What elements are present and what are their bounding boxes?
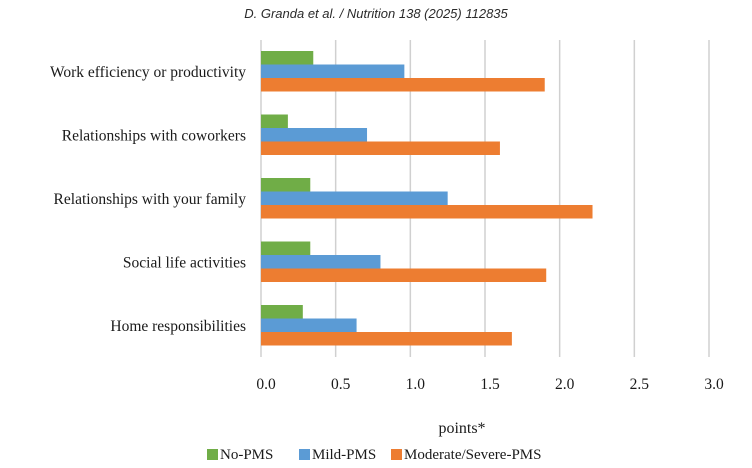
legend-label-mild-pms: Mild-PMS <box>312 447 376 463</box>
category-label-home-responsibilities: Home responsibilities <box>110 318 246 335</box>
x-tick-label-0-0: 0.0 <box>256 376 276 393</box>
legend-label-no-pms: No-PMS <box>220 447 273 463</box>
bar-work-efficiency-or-productivity-no-pms <box>261 51 314 65</box>
bar-relationships-with-coworkers-mild-pms <box>261 128 368 142</box>
x-axis-title: points* <box>438 420 485 437</box>
x-tick-label-1-5: 1.5 <box>480 376 500 393</box>
legend-swatch-mild-pms <box>299 449 310 460</box>
bar-relationships-with-your-family-mild-pms <box>261 191 448 205</box>
bar-home-responsibilities-moderate-severe-pms <box>261 332 512 346</box>
x-tick-label-1-0: 1.0 <box>406 376 426 393</box>
bar-work-efficiency-or-productivity-moderate-severe-pms <box>261 78 545 92</box>
bar-social-life-activities-mild-pms <box>261 255 381 269</box>
bar-relationships-with-your-family-moderate-severe-pms <box>261 205 593 219</box>
x-tick-label-2-0: 2.0 <box>555 376 575 393</box>
bar-home-responsibilities-no-pms <box>261 305 303 319</box>
bar-work-efficiency-or-productivity-mild-pms <box>261 64 405 78</box>
legend-label-moderate-severe-pms: Moderate/Severe-PMS <box>404 447 541 463</box>
category-label-relationships-with-your-family: Relationships with your family <box>54 191 247 208</box>
category-label-social-life-activities: Social life activities <box>123 254 246 271</box>
x-tick-labels: 0.0 0.5 1.0 1.5 2.0 2.5 3.0 <box>256 376 724 393</box>
legend-swatch-moderate-severe-pms <box>391 449 402 460</box>
category-labels: Work efficiency or productivity Relations… <box>50 64 246 335</box>
bar-social-life-activities-moderate-severe-pms <box>261 268 547 282</box>
bar-relationships-with-your-family-no-pms <box>261 178 311 192</box>
category-label-work-efficiency-or-productivity: Work efficiency or productivity <box>50 64 246 81</box>
x-tick-label-2-5: 2.5 <box>630 376 650 393</box>
bar-social-life-activities-no-pms <box>261 241 311 255</box>
x-tick-label-0-5: 0.5 <box>331 376 351 393</box>
bar-relationships-with-coworkers-no-pms <box>261 114 288 128</box>
bars <box>261 51 593 346</box>
legend: No-PMS Mild-PMS Moderate/Severe-PMS <box>207 447 541 463</box>
category-label-relationships-with-coworkers: Relationships with coworkers <box>62 127 246 144</box>
bar-relationships-with-coworkers-moderate-severe-pms <box>261 141 500 155</box>
journal-citation-header: D. Granda et al. / Nutrition 138 (2025) … <box>244 6 508 21</box>
legend-swatch-no-pms <box>207 449 218 460</box>
bar-home-responsibilities-mild-pms <box>261 318 357 332</box>
x-tick-label-3-0: 3.0 <box>704 376 724 393</box>
